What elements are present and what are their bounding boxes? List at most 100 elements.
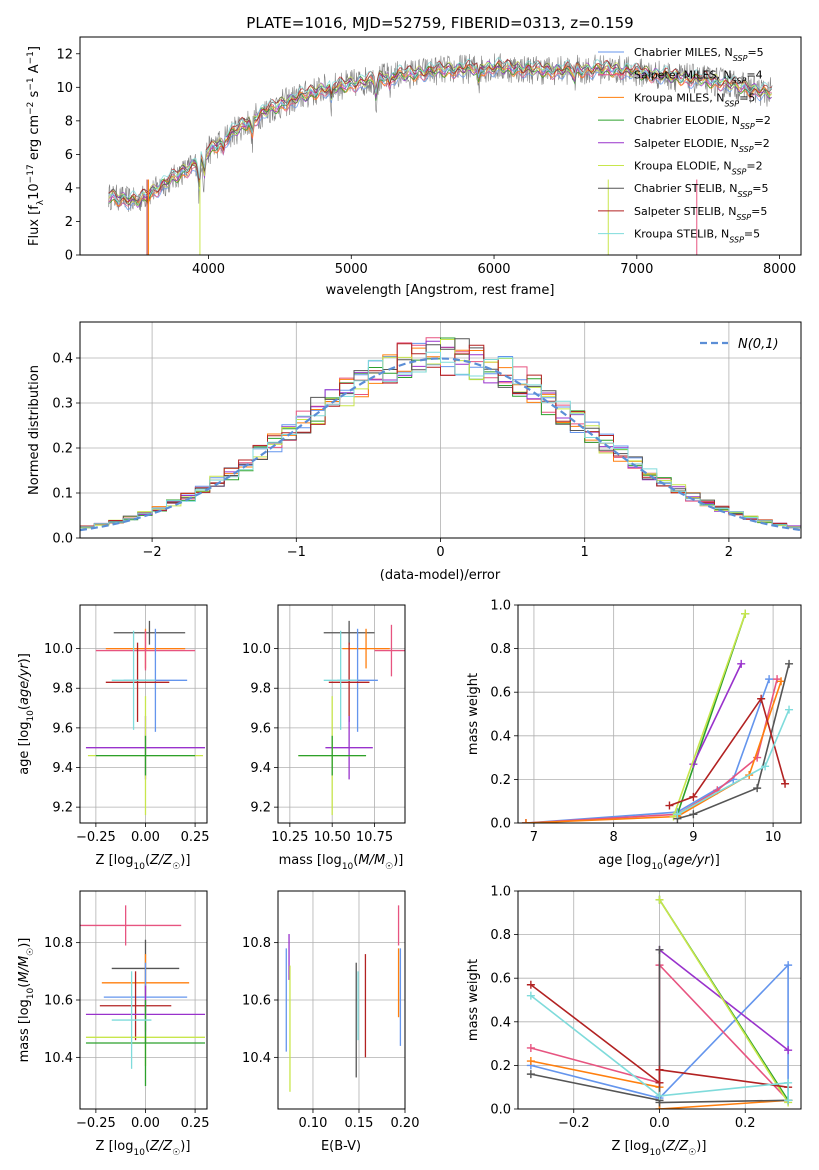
x-tick-label: 0.0: [649, 1116, 670, 1131]
weight-line: [530, 984, 789, 1088]
legend-entry: Chabrier MILES, NSSP=5: [634, 46, 764, 63]
x-tick-label: 4000: [192, 262, 225, 277]
y-tick-label: 0.2: [52, 442, 73, 457]
x-axis-label: Z [log10(Z/Z☉)]: [96, 853, 191, 872]
weight-line: [677, 663, 790, 820]
y-tick-label: 0.0: [490, 817, 511, 832]
weight-marker: [526, 991, 535, 1000]
legend-entry: Chabrier ELODIE, NSSP=2: [634, 114, 771, 131]
y-tick-label: 9.8: [250, 682, 271, 697]
y-tick-label: 10.0: [242, 642, 271, 657]
residuals-axes: [76, 322, 801, 542]
weight-line: [525, 678, 778, 823]
y-tick-label: 10.6: [242, 994, 271, 1009]
legend-entry: Kroupa MILES, NSSP=5: [634, 91, 755, 108]
legend-entry: Kroupa STELIB, NSSP=5: [634, 228, 760, 245]
x-tick-label: −0.2: [558, 1116, 590, 1131]
y-tick-label: 0.4: [52, 352, 73, 367]
age_vs_Z-plot: [85, 620, 206, 816]
weight-line: [669, 696, 786, 807]
y-tick-label: 4: [65, 181, 73, 196]
weight-marker: [784, 1046, 793, 1055]
x-tick-label: −0.25: [76, 830, 116, 845]
y-axis-label: mass weight: [466, 959, 481, 1041]
y-tick-label: 10.0: [44, 642, 73, 657]
y-tick-label: 6: [65, 148, 73, 163]
x-tick-label: 0: [436, 545, 444, 560]
x-tick-label: 0.25: [181, 830, 210, 845]
y-tick-label: 0.4: [490, 729, 511, 744]
weight-line: [658, 899, 789, 1103]
weight-marker: [655, 1078, 664, 1087]
weight-marker: [753, 784, 762, 793]
gaussian-curve: [80, 357, 801, 532]
y-axis-label: Normed distribution: [27, 365, 42, 495]
y-tick-label: 10: [56, 81, 73, 96]
mass_vs_ebv-plot: [285, 905, 402, 1092]
x-tick-label: 7: [530, 830, 538, 845]
x-axis-label: (data-model)/error: [380, 568, 501, 583]
weight-marker: [689, 792, 698, 801]
x-tick-label: 10.50: [314, 830, 351, 845]
weight-marker: [655, 945, 664, 954]
weight-marker: [689, 810, 698, 819]
x-tick-label: 0.2: [735, 1116, 756, 1131]
y-tick-label: 8: [65, 114, 73, 129]
spectrum-plot: [108, 53, 773, 255]
y-axis-label: mass [log10(M/M☉)]: [17, 938, 36, 1063]
y-tick-label: 10.4: [242, 1051, 271, 1066]
weight_vs_Z-plot: [526, 895, 793, 1109]
x-tick-label: 0.00: [131, 1116, 160, 1131]
y-tick-label: 0.1: [52, 487, 73, 502]
weight-marker: [741, 609, 750, 618]
weight-line: [672, 613, 746, 817]
x-tick-label: 1: [581, 545, 589, 560]
y-tick-label: 0.0: [52, 532, 73, 547]
x-axis-label: Z [log10(Z/Z☉)]: [612, 1139, 707, 1158]
weight-marker: [526, 1057, 535, 1066]
x-axis-label: wavelength [Angstrom, rest frame]: [326, 283, 555, 298]
x-tick-label: 0.25: [181, 1116, 210, 1131]
y-tick-label: 9.6: [250, 721, 271, 736]
model-spectrum-line: [108, 60, 772, 208]
x-axis-label: mass [log10(M/M☉)]: [279, 853, 404, 872]
weight-marker: [521, 819, 530, 823]
y-tick-label: 0.6: [490, 972, 511, 987]
weight-marker: [665, 801, 674, 810]
x-tick-label: 10.75: [356, 830, 393, 845]
residuals-frame: [79, 321, 802, 539]
y-tick-label: 12: [56, 47, 73, 62]
y-tick-label: 1.0: [490, 599, 511, 614]
legend-entry: Kroupa ELODIE, NSSP=2: [634, 160, 763, 177]
weight_vs_age-axes: [514, 604, 801, 827]
weight-marker: [784, 961, 793, 970]
weight_vs_age-plot: [521, 609, 794, 823]
age_vs_mass-plot: [298, 620, 405, 816]
y-tick-label: 0.8: [490, 642, 511, 657]
legend-entry: Chabrier STELIB, NSSP=5: [634, 182, 768, 199]
weight_vs_Z-frame: [517, 890, 802, 1110]
x-tick-label: 8: [610, 830, 618, 845]
age_vs_mass-frame: [277, 604, 406, 824]
x-tick-label: −2: [143, 545, 162, 560]
y-tick-label: 10.6: [44, 994, 73, 1009]
weight-marker: [655, 1091, 664, 1100]
spectrum-axes: [76, 53, 780, 259]
y-axis-label: mass weight: [466, 673, 481, 755]
residuals-plot: [80, 337, 801, 532]
x-tick-label: −0.25: [76, 1116, 116, 1131]
y-axis-label: Flux [fλ10−17 erg cm−2 s−1 A−1]: [26, 46, 46, 246]
age_vs_mass-axes: [274, 605, 405, 827]
age_vs_Z-axes: [76, 605, 207, 827]
weight-marker: [784, 1078, 793, 1087]
legend-entry: Salpeter ELODIE, NSSP=2: [634, 137, 770, 154]
weight-marker: [784, 1096, 793, 1105]
x-tick-label: 0.10: [298, 1116, 327, 1131]
y-tick-label: 1.0: [490, 885, 511, 900]
x-tick-label: 2: [725, 545, 733, 560]
x-tick-label: 7000: [620, 262, 653, 277]
weight_vs_age-frame: [517, 604, 802, 824]
y-tick-label: 9.6: [52, 721, 73, 736]
weight-line: [525, 678, 770, 823]
y-tick-label: 0.2: [490, 1059, 511, 1074]
